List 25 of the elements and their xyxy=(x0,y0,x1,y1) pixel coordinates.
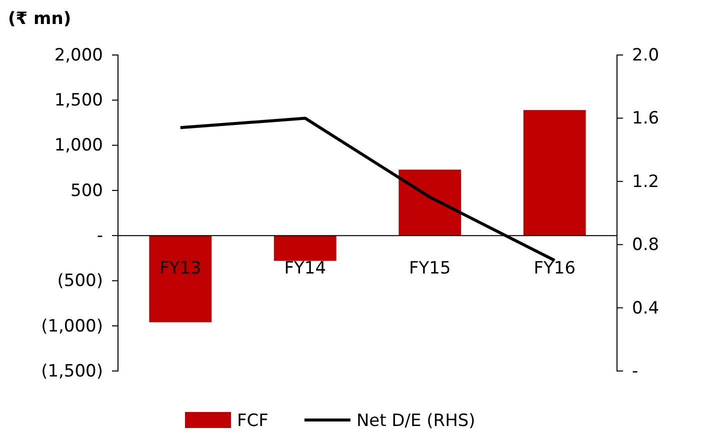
y2-tick-label: 2.0 xyxy=(632,45,660,66)
x-tick-label: FY16 xyxy=(534,258,576,279)
y-tick-label: 2,000 xyxy=(54,45,103,66)
y2-tick-label: 1.6 xyxy=(632,108,660,129)
x-tick-label: FY14 xyxy=(284,258,326,279)
x-tick-label: FY13 xyxy=(159,258,202,279)
y-axis-title: (₹ mn) xyxy=(8,9,72,29)
x-tick-label: FY15 xyxy=(408,258,451,279)
bar xyxy=(149,236,212,322)
y-tick-label: (1,000) xyxy=(41,316,103,336)
y-tick-label: 500 xyxy=(70,180,103,201)
y2-tick-label: - xyxy=(632,361,638,382)
bar xyxy=(274,236,336,261)
y2-tick-label: 1.2 xyxy=(632,172,660,192)
legend-label: Net D/E (RHS) xyxy=(356,411,476,431)
y-tick-label: 1,500 xyxy=(54,90,103,111)
bar xyxy=(398,170,462,236)
bar xyxy=(523,110,586,236)
legend-label: FCF xyxy=(237,411,268,431)
y-tick-label: (500) xyxy=(57,271,103,292)
y2-tick-label: 0.8 xyxy=(632,235,660,256)
y-tick-label: (1,500) xyxy=(41,361,103,382)
y2-tick-label: 0.4 xyxy=(632,298,660,318)
y-tick-label: 1,000 xyxy=(54,136,103,156)
y-tick-label: - xyxy=(96,226,103,246)
